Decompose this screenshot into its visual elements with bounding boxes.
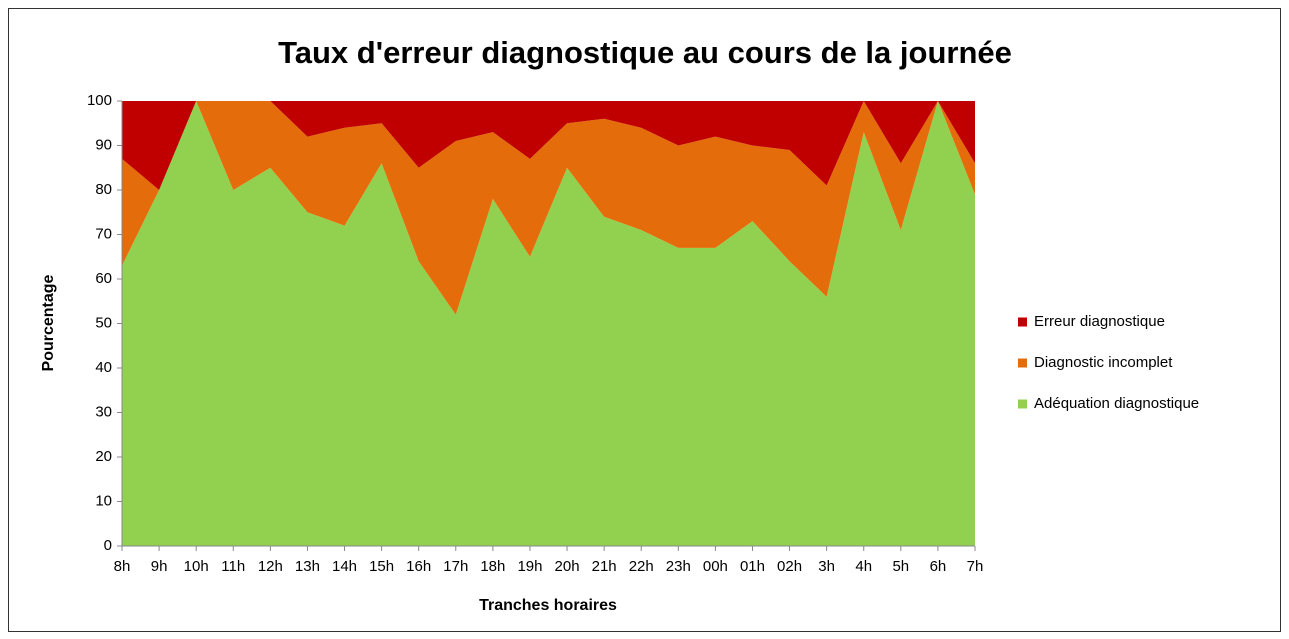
legend-label: Diagnostic incomplet	[1034, 354, 1173, 371]
y-tick-label: 90	[95, 136, 112, 153]
x-tick-label: 9h	[151, 558, 168, 575]
y-tick-label: 70	[95, 225, 112, 242]
x-tick-label: 8h	[114, 558, 131, 575]
x-tick-label: 15h	[369, 558, 394, 575]
legend-swatch	[1018, 399, 1027, 409]
x-tick-label: 00h	[703, 558, 728, 575]
y-tick-label: 50	[95, 314, 112, 331]
x-tick-label: 21h	[592, 558, 617, 575]
x-tick-label: 20h	[555, 558, 580, 575]
x-tick-label: 02h	[777, 558, 802, 575]
x-tick-label: 17h	[443, 558, 468, 575]
y-axis-title: Pourcentage	[40, 274, 57, 371]
x-tick-label: 6h	[930, 558, 947, 575]
x-tick-label: 12h	[258, 558, 283, 575]
y-tick-label: 20	[95, 448, 112, 465]
area	[122, 101, 975, 546]
chart-title: Taux d'erreur diagnostique au cours de l…	[278, 35, 1012, 70]
x-tick-label: 14h	[332, 558, 357, 575]
x-tick-label: 01h	[740, 558, 765, 575]
area	[122, 101, 975, 190]
x-tick-label: 19h	[517, 558, 542, 575]
legend-label: Adéquation diagnostique	[1034, 395, 1199, 412]
y-tick-label: 100	[87, 92, 112, 109]
area	[122, 101, 975, 315]
x-tick-label: 5h	[892, 558, 909, 575]
legend-label: Erreur diagnostique	[1034, 313, 1165, 330]
x-tick-label: 13h	[295, 558, 320, 575]
x-tick-label: 16h	[406, 558, 431, 575]
y-tick-label: 0	[104, 537, 112, 554]
x-tick-label: 18h	[480, 558, 505, 575]
y-tick-label: 80	[95, 181, 112, 198]
x-tick-label: 22h	[629, 558, 654, 575]
y-tick-label: 10	[95, 492, 112, 509]
y-tick-label: 60	[95, 270, 112, 287]
x-tick-label: 3h	[818, 558, 835, 575]
x-axis-title: Tranches horaires	[479, 597, 617, 614]
x-tick-label: 23h	[666, 558, 691, 575]
y-tick-label: 40	[95, 359, 112, 376]
x-tick-label: 4h	[855, 558, 872, 575]
y-tick-label: 30	[95, 403, 112, 420]
x-tick-label: 10h	[184, 558, 209, 575]
x-tick-label: 11h	[221, 558, 245, 575]
x-tick-label: 7h	[967, 558, 984, 575]
legend-swatch	[1018, 358, 1027, 368]
legend-swatch	[1018, 317, 1027, 327]
